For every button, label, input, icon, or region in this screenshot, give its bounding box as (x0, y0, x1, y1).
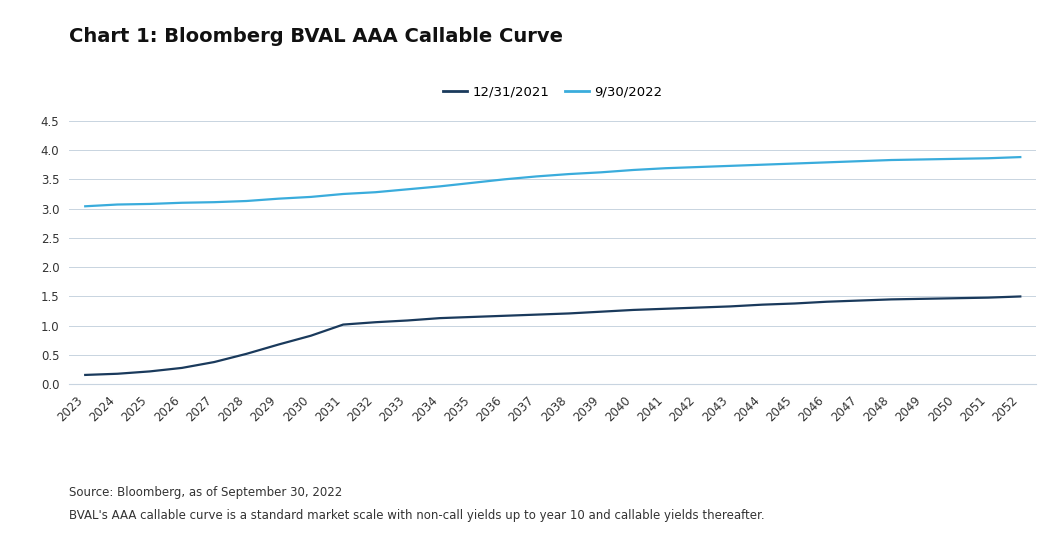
9/30/2022 (659, 165, 672, 171)
9/30/2022 (240, 198, 253, 204)
9/30/2022 (530, 173, 543, 180)
Text: Source: Bloomberg, as of September 30, 2022: Source: Bloomberg, as of September 30, 2… (69, 486, 342, 499)
Text: Chart 1: Bloomberg BVAL AAA Callable Curve: Chart 1: Bloomberg BVAL AAA Callable Cur… (69, 27, 563, 47)
9/30/2022 (562, 171, 575, 177)
12/31/2021 (79, 372, 91, 378)
9/30/2022 (691, 164, 704, 170)
Line: 9/30/2022: 9/30/2022 (85, 157, 1020, 206)
12/31/2021 (949, 295, 962, 301)
12/31/2021 (369, 319, 382, 326)
12/31/2021 (111, 371, 123, 377)
12/31/2021 (530, 311, 543, 318)
9/30/2022 (1014, 154, 1027, 160)
12/31/2021 (724, 303, 737, 310)
9/30/2022 (79, 203, 91, 210)
12/31/2021 (821, 299, 833, 305)
9/30/2022 (949, 155, 962, 162)
12/31/2021 (240, 351, 253, 357)
12/31/2021 (466, 313, 478, 320)
12/31/2021 (917, 295, 930, 302)
12/31/2021 (497, 312, 510, 319)
12/31/2021 (401, 317, 414, 324)
9/30/2022 (821, 159, 833, 166)
9/30/2022 (594, 169, 607, 176)
12/31/2021 (337, 321, 350, 328)
9/30/2022 (853, 158, 865, 165)
9/30/2022 (144, 200, 156, 207)
9/30/2022 (466, 180, 478, 186)
9/30/2022 (788, 160, 800, 167)
12/31/2021 (272, 341, 285, 348)
9/30/2022 (304, 194, 317, 200)
9/30/2022 (627, 167, 640, 173)
9/30/2022 (111, 201, 123, 208)
9/30/2022 (175, 199, 188, 206)
9/30/2022 (981, 155, 994, 161)
Legend: 12/31/2021, 9/30/2022: 12/31/2021, 9/30/2022 (438, 80, 668, 104)
9/30/2022 (497, 176, 510, 183)
12/31/2021 (884, 296, 897, 302)
9/30/2022 (369, 189, 382, 195)
12/31/2021 (144, 368, 156, 375)
9/30/2022 (434, 183, 446, 189)
12/31/2021 (691, 304, 704, 311)
9/30/2022 (756, 161, 769, 168)
12/31/2021 (207, 358, 220, 365)
12/31/2021 (981, 294, 994, 301)
9/30/2022 (337, 191, 350, 197)
Text: BVAL's AAA callable curve is a standard market scale with non-call yields up to : BVAL's AAA callable curve is a standard … (69, 509, 764, 523)
9/30/2022 (401, 186, 414, 193)
12/31/2021 (304, 332, 317, 339)
12/31/2021 (562, 310, 575, 317)
Line: 12/31/2021: 12/31/2021 (85, 296, 1020, 375)
12/31/2021 (659, 305, 672, 312)
9/30/2022 (272, 195, 285, 202)
12/31/2021 (853, 297, 865, 304)
12/31/2021 (788, 300, 800, 307)
12/31/2021 (756, 301, 769, 308)
9/30/2022 (207, 199, 220, 205)
12/31/2021 (627, 307, 640, 313)
9/30/2022 (884, 156, 897, 163)
12/31/2021 (1014, 293, 1027, 300)
12/31/2021 (175, 365, 188, 371)
9/30/2022 (917, 156, 930, 163)
12/31/2021 (594, 309, 607, 315)
9/30/2022 (724, 163, 737, 169)
12/31/2021 (434, 315, 446, 321)
